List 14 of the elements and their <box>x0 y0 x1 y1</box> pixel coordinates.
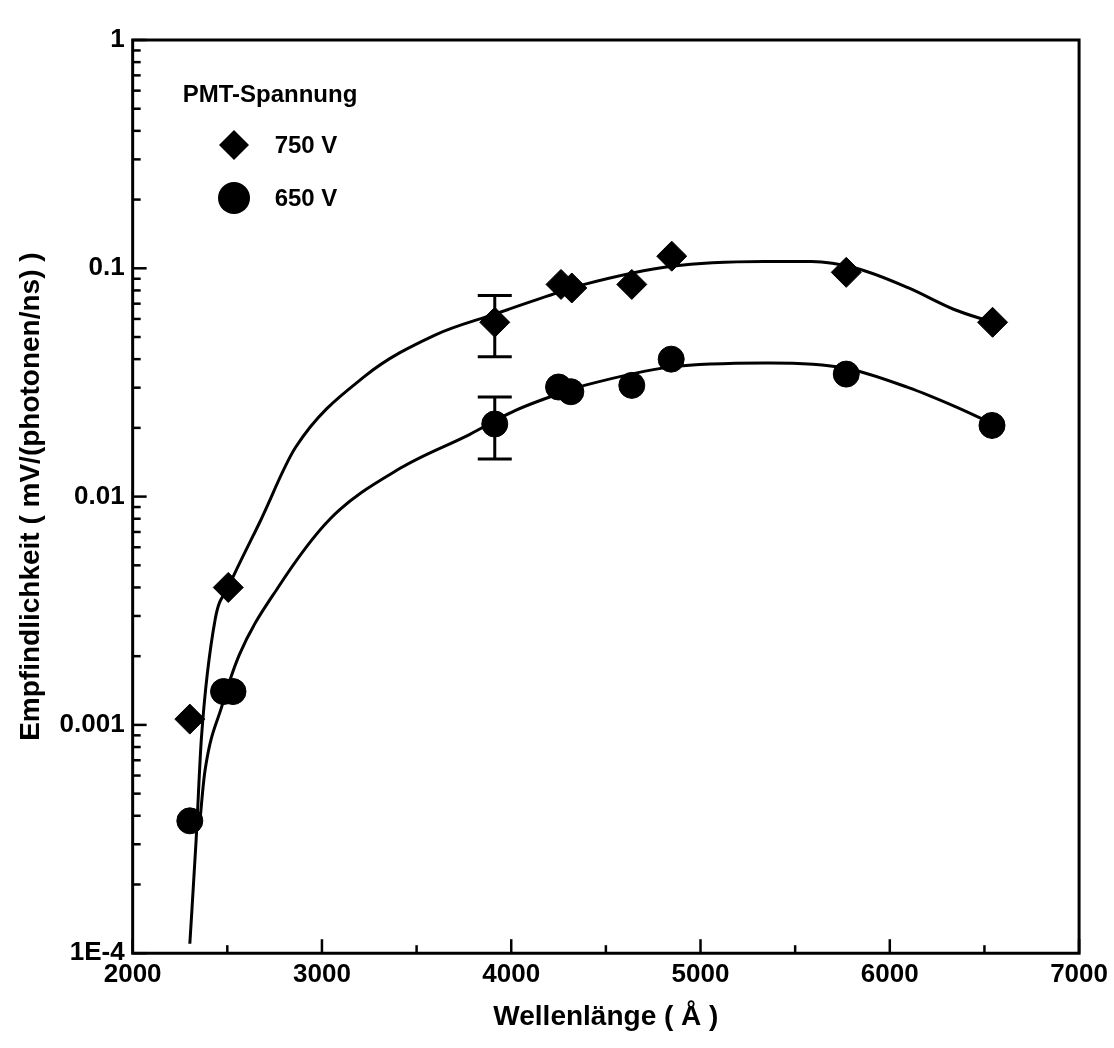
legend-label: 650 V <box>274 184 338 212</box>
x-tick-label: 4000 <box>482 957 541 988</box>
y-tick-label: 1 <box>110 23 125 54</box>
legend-title: PMT-Spannung <box>182 80 358 108</box>
y-tick-label: 0.01 <box>74 479 125 510</box>
y-tick-label: 0.1 <box>88 251 125 282</box>
x-tick-label: 7000 <box>1050 957 1108 988</box>
y-axis-title: Empfindlichkeit ( mV/(photonen/ns) ) <box>13 252 45 741</box>
legend-label: 750 V <box>274 131 338 159</box>
x-axis-title: Wellenlänge ( Å ) <box>493 999 719 1031</box>
y-tick-label: 0.001 <box>59 708 125 739</box>
x-tick-label: 5000 <box>671 957 730 988</box>
x-tick-label: 6000 <box>860 957 919 988</box>
x-tick-label: 3000 <box>293 957 351 988</box>
